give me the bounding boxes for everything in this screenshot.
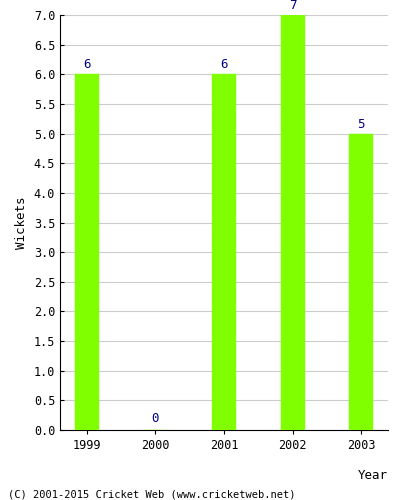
Text: 6: 6	[220, 58, 228, 71]
Text: 0: 0	[152, 412, 159, 426]
Text: 7: 7	[289, 0, 296, 12]
Text: Year: Year	[358, 469, 388, 482]
Bar	[75, 74, 99, 430]
Text: (C) 2001-2015 Cricket Web (www.cricketweb.net): (C) 2001-2015 Cricket Web (www.cricketwe…	[8, 490, 296, 500]
Text: 6: 6	[83, 58, 91, 71]
Bar	[349, 134, 373, 430]
Y-axis label: Wickets: Wickets	[15, 196, 28, 248]
Bar	[212, 74, 236, 430]
Bar	[280, 15, 304, 430]
Text: 5: 5	[357, 118, 365, 130]
